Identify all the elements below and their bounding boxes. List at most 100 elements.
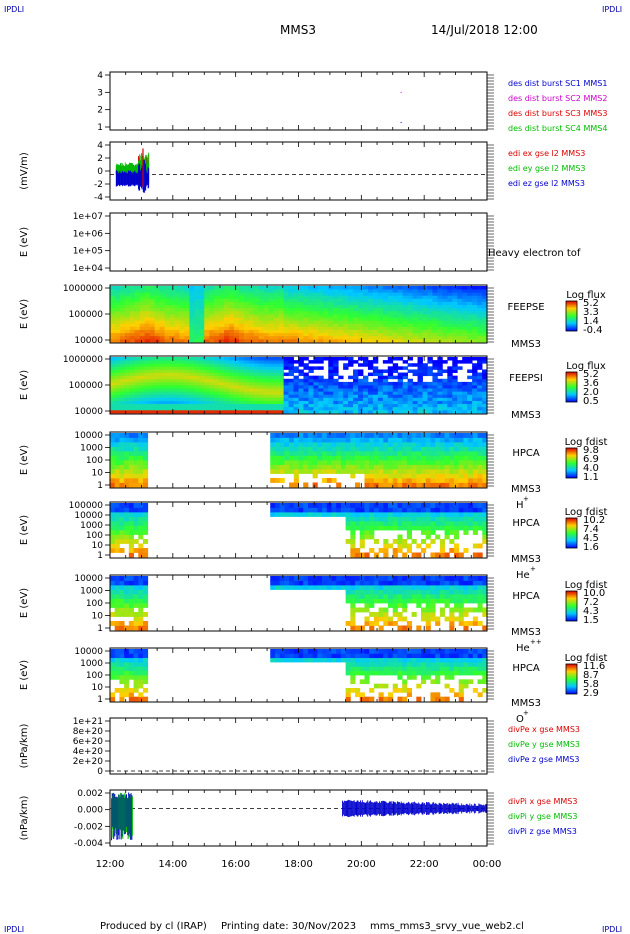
heatmap-cell [278,298,285,302]
heatmap-cell [468,507,474,513]
heatmap-cell [338,409,344,414]
heatmap-cell [142,478,149,483]
heatmap-cell [372,289,379,293]
heatmap-cell [189,406,195,411]
heatmap-cell [288,409,294,414]
heatmap-cell [437,363,443,367]
heatmap-cell [336,460,342,465]
heatmap-cell [427,320,433,324]
heatmap-cell [189,310,195,315]
heatmap-cell [452,329,458,334]
heatmap-cell [343,326,349,330]
heatmap-cell [388,446,394,452]
heatmap-cell [278,301,285,306]
y-axis-label: E (eV) [19,370,30,400]
heatmap-cell [288,372,294,377]
heatmap-cell [482,512,488,517]
y-tick-label: 100 [86,456,103,466]
heatmap-cell [138,589,144,595]
heatmap-cell [457,289,463,293]
heatmap-cell [463,530,469,535]
heatmap-cell [119,310,126,315]
heatmap-cell [328,357,334,361]
y-tick-label: 10 [92,612,104,622]
heatmap-cell [174,326,180,330]
heatmap-cell [377,378,384,383]
y-tick-label: 1e+05 [73,247,103,257]
heatmap-cell [238,335,245,340]
heatmap-cell [378,464,384,470]
heatmap-cell [179,363,185,367]
heatmap-cell [449,460,455,465]
heatmap-cell [184,409,190,414]
heatmap-cell [248,372,255,377]
heatmap-cell [169,286,175,290]
heatmap-cell [331,469,337,474]
heatmap-cell [454,507,460,513]
heatmap-cell [129,314,136,318]
heatmap-cell [430,451,436,456]
heatmap-cell [234,360,240,364]
heatmap-cell [119,363,126,367]
heatmap-cell [219,329,225,334]
heatmap-cell [397,301,404,306]
species-charge-label: + [530,565,536,573]
heatmap-cell [258,378,265,383]
heatmap-cell [355,503,361,508]
heatmap-cell [338,357,344,361]
heatmap-cell [209,326,215,330]
heatmap-cell [159,289,165,293]
heatmap-cell [308,375,314,380]
heatmap-cell [134,363,141,367]
heatmap-cell [442,323,448,327]
heatmap-cell [129,363,136,367]
heatmap-cell [278,292,285,296]
heatmap-cell [214,317,220,321]
heatmap-cell [348,286,354,290]
heatmap-cell [110,548,116,553]
heatmap-cell [159,326,165,330]
heatmap-cell [243,366,250,370]
heatmap-cell [452,369,458,373]
y-tick-label: 1 [97,123,103,133]
heatmap-cell [238,329,245,334]
heatmap-cell [392,409,399,414]
heatmap-cell [322,442,328,447]
heatmap-cell [449,433,455,438]
heatmap-cell [133,548,139,553]
heatmap-cell [129,320,136,324]
colorbar-title: Log fdist [565,580,608,591]
heatmap-cell [124,534,130,540]
heatmap-cell [333,357,339,361]
heatmap-cell [124,585,130,590]
heatmap-cell [229,304,235,309]
heatmap-cell [258,317,265,321]
heatmap-cell [119,385,126,389]
heatmap-cell [179,406,185,411]
heatmap-cell [358,329,364,334]
heatmap-cell [303,403,309,408]
heatmap-cell [138,455,144,461]
heatmap-cell [154,292,161,296]
heatmap-cell [377,289,384,293]
heatmap-cell [133,576,139,581]
heatmap-cell [397,446,403,452]
heatmap-cell [435,525,441,531]
heatmap-cell [258,394,265,398]
heatmap-cell [369,442,375,447]
heatmap-cell [189,372,195,377]
heatmap-cell [437,298,443,302]
heatmap-cell [209,323,215,327]
heatmap-cell [234,320,240,324]
heatmap-cell [313,388,319,392]
heatmap-cell [430,525,436,531]
heatmap-cell [308,320,314,324]
colorbar-scale [565,371,578,403]
panel-eis: Heavy electron tof1e+041e+051e+061e+07E … [19,212,581,274]
heatmap-cell [128,437,134,443]
heatmap-cell [142,621,149,626]
heatmap-cell [372,357,379,361]
heatmap-cell [472,406,478,411]
heatmap-cell [128,621,134,626]
heatmap-cell [392,521,398,526]
